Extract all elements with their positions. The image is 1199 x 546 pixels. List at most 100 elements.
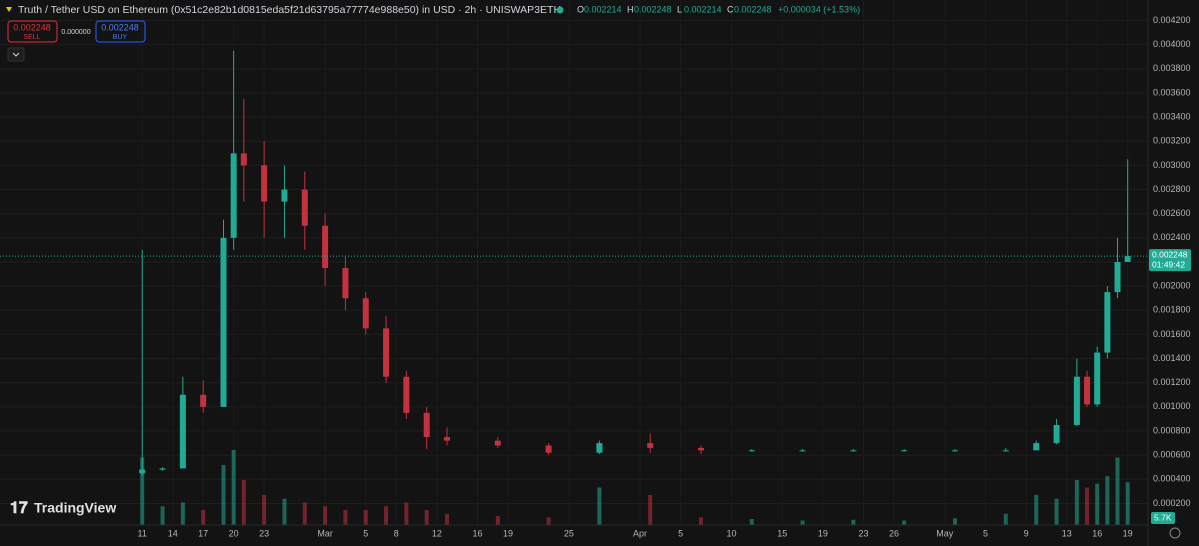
collapse-button[interactable] (7, 47, 25, 62)
candle-body (748, 450, 755, 452)
price-tag-countdown: 01:49:42 (1152, 259, 1185, 269)
ohlc-value: 0.002214 (684, 4, 722, 14)
y-tick-label: 0.001600 (1153, 329, 1191, 339)
volume-bar (424, 510, 429, 525)
spread: 0.000000 (61, 29, 90, 36)
y-tick-label: 0.001400 (1153, 353, 1191, 363)
sell-label: SELL (23, 34, 40, 41)
x-tick-label: 20 (229, 528, 239, 538)
buy-label: BUY (113, 34, 128, 41)
y-tick-label: 0.004200 (1153, 15, 1191, 25)
x-tick-label: 14 (168, 528, 178, 538)
y-tick-label: 0.002400 (1153, 232, 1191, 242)
candle-body (383, 328, 390, 377)
x-tick-label: May (936, 528, 954, 538)
x-tick-label: 5 (983, 528, 988, 538)
x-tick-label: 5 (363, 528, 368, 538)
candle-body (220, 237, 227, 407)
volume-layer (140, 450, 1130, 525)
x-tick-label: 13 (1062, 528, 1072, 538)
logo-text: TradingView (34, 500, 116, 516)
y-tick-label: 0.002600 (1153, 208, 1191, 218)
volume-bar (902, 520, 907, 525)
volume-bar (221, 465, 226, 525)
candle-body (301, 189, 308, 226)
candle-body (1073, 376, 1080, 425)
candle-body (179, 394, 186, 469)
volume-bar (1115, 457, 1120, 525)
chart-title: Truth / Tether USD on Ethereum (0x51c2e8… (18, 4, 561, 16)
candle-layer (139, 50, 1131, 476)
status-dot (556, 6, 564, 14)
x-tick-label: 19 (818, 528, 828, 538)
volume-bar (384, 506, 389, 525)
candle-body (261, 165, 268, 202)
candle-body (230, 153, 237, 238)
y-tick-label: 0.002800 (1153, 184, 1191, 194)
x-tick-label: 19 (503, 528, 513, 538)
candle-body (1104, 292, 1111, 353)
x-tick-label: 5 (678, 528, 683, 538)
candle-body (1053, 424, 1060, 444)
x-tick-label: 23 (259, 528, 269, 538)
candle-body (139, 469, 146, 474)
x-tick-label: 25 (564, 528, 574, 538)
logo-mark: 𝟏𝟕 (10, 500, 28, 517)
x-tick-label: 16 (472, 528, 482, 538)
volume-bar (546, 517, 551, 525)
candle-body (545, 445, 552, 453)
volume-bar (1074, 480, 1079, 525)
x-tick-label: 8 (394, 528, 399, 538)
volume-bar (698, 517, 703, 525)
volume-bar (343, 510, 348, 525)
candle-body (200, 394, 207, 407)
volume-bar (749, 519, 754, 525)
candle-body (403, 376, 410, 413)
grid (0, 20, 1148, 504)
volume-bar (445, 513, 450, 525)
x-tick-label: 16 (1092, 528, 1102, 538)
ohlc-value: 0.002248 (634, 4, 672, 14)
volume-bar (231, 450, 236, 525)
x-tick-label: Mar (317, 528, 333, 538)
candle-body (1084, 376, 1091, 405)
y-tick-label: 0.003000 (1153, 160, 1191, 170)
y-tick-label: 0.004000 (1153, 39, 1191, 49)
ohlc-value: 0.002248 (734, 4, 772, 14)
candle-body (951, 450, 958, 452)
y-tick-label: 0.000800 (1153, 425, 1191, 435)
candle-body (697, 447, 704, 451)
volume-bar (1095, 483, 1100, 525)
buy-button[interactable] (95, 20, 146, 43)
x-tick-label: 11 (138, 528, 147, 538)
volume-bar (140, 457, 145, 525)
price-tag (1149, 249, 1191, 272)
volume-bar (323, 506, 328, 525)
candle-body (901, 450, 908, 452)
volume-bar (1003, 513, 1008, 525)
candle-body (850, 450, 857, 452)
candle-body (799, 450, 806, 452)
volume-bar (952, 518, 957, 525)
y-tick-label: 0.001200 (1153, 377, 1191, 387)
volume-bar (282, 498, 287, 525)
y-tick-label: 0.000400 (1153, 474, 1191, 484)
volume-bar (1034, 495, 1039, 525)
volume-tag (1151, 512, 1175, 524)
volume-bar (1105, 476, 1110, 525)
y-tick-label: 0.003800 (1153, 63, 1191, 73)
sell-button[interactable] (7, 20, 58, 43)
y-tick-label: 0.003200 (1153, 136, 1191, 146)
volume-bar (363, 510, 368, 525)
candle-body (240, 153, 247, 166)
volume-bar (648, 495, 653, 525)
settings-icon[interactable] (1169, 527, 1181, 539)
y-tick-label: 0.001000 (1153, 401, 1191, 411)
candle-body (281, 189, 288, 202)
ohlc-value: 0.002214 (584, 4, 622, 14)
candle-body (647, 443, 654, 448)
x-tick-label: 17 (198, 528, 208, 538)
candle-body (1094, 352, 1101, 405)
x-tick-label: Apr (633, 528, 647, 538)
